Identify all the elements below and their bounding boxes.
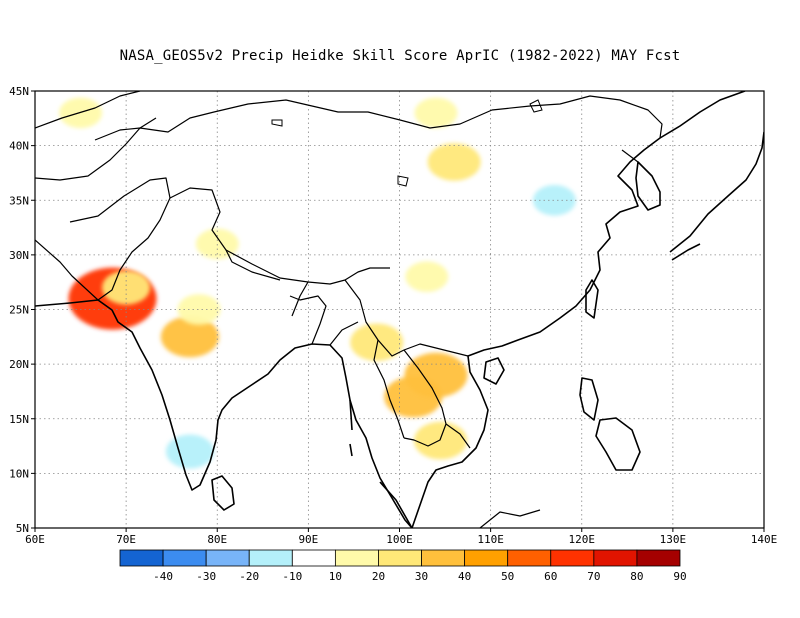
colorbar-swatch xyxy=(291,549,336,567)
lon-tick-label: 70E xyxy=(116,533,136,546)
skill-region-tibet xyxy=(271,208,310,236)
colorbar-label: 30 xyxy=(415,570,428,583)
lon-tick-label: 100E xyxy=(386,533,413,546)
colorbar-swatch xyxy=(162,549,207,567)
colorbar-label: 80 xyxy=(630,570,643,583)
lake-outlines xyxy=(271,99,543,187)
lon-tick-label: 120E xyxy=(569,533,596,546)
colorbar-swatch xyxy=(248,549,293,567)
lat-tick-label: 5N xyxy=(16,522,29,535)
country-borders xyxy=(35,91,663,528)
lat-tick-label: 10N xyxy=(9,467,29,480)
skill-region-afghanistan xyxy=(61,197,100,225)
skill-region-cambodia xyxy=(414,421,467,460)
colorbar-label: 10 xyxy=(329,570,342,583)
skill-region-western-rajasthan xyxy=(102,270,151,305)
lon-tick-label: 140E xyxy=(751,533,778,546)
coastlines xyxy=(35,91,764,528)
lat-tick-label: 20N xyxy=(9,358,29,371)
colorbar-swatch xyxy=(119,549,164,567)
colorbar-swatch xyxy=(593,549,638,567)
lat-tick-label: 35N xyxy=(9,194,29,207)
colorbar-swatch xyxy=(378,549,422,567)
skill-region-east-china-plain xyxy=(532,185,576,216)
skill-region-myanmar xyxy=(350,323,404,362)
colorbar-swatch xyxy=(507,549,552,567)
colorbar-label: 50 xyxy=(501,570,514,583)
colorbar-label: 60 xyxy=(544,570,557,583)
skill-region-south-china xyxy=(480,285,519,313)
colorbar-swatch xyxy=(636,549,681,567)
colorbar-swatch xyxy=(334,549,379,567)
colorbar-label: 20 xyxy=(372,570,385,583)
skill-region-mongolia-south xyxy=(414,97,458,129)
lon-tick-label: 90E xyxy=(298,533,318,546)
skill-score-shading xyxy=(59,97,576,469)
lon-tick-label: 130E xyxy=(660,533,687,546)
lat-tick-label: 45N xyxy=(9,85,29,98)
latitude-axis: 45N 40N 35N 30N 25N 20N 15N 10N 5N xyxy=(9,85,35,535)
lat-tick-label: 40N xyxy=(9,140,29,153)
skill-region-central-india xyxy=(160,316,219,358)
colorbar-label: -10 xyxy=(282,570,302,583)
lat-tick-label: 30N xyxy=(9,249,29,262)
lon-tick-label: 60E xyxy=(25,533,45,546)
colorbar-label: 70 xyxy=(587,570,600,583)
lat-tick-label: 15N xyxy=(9,413,29,426)
colorbar-label: 90 xyxy=(673,570,686,583)
skill-region-southern-india-patch xyxy=(165,434,214,469)
map-title: NASA_GEOS5v2 Precip Heidke Skill Score A… xyxy=(119,48,681,64)
colorbar-label: 40 xyxy=(458,570,471,583)
colorbar-swatch xyxy=(464,549,509,567)
skill-region-north-india xyxy=(177,294,221,325)
colorbar: -40 -30 -20 -10 10 20 30 40 50 60 70 80 90 xyxy=(119,549,687,583)
skill-region-sichuan xyxy=(405,261,449,293)
skill-region-yunnan xyxy=(453,306,492,334)
colorbar-swatch xyxy=(421,549,466,567)
colorbar-swatch xyxy=(550,549,595,567)
longitude-axis: 60E 70E 80E 90E 100E 110E 120E 130E 140E xyxy=(25,528,777,546)
colorbar-swatch xyxy=(205,549,250,567)
graticule xyxy=(35,91,764,528)
lon-tick-label: 110E xyxy=(477,533,504,546)
colorbar-label: -40 xyxy=(153,570,173,583)
lon-tick-label: 80E xyxy=(207,533,227,546)
map-panel xyxy=(34,90,765,529)
skill-region-loess-plateau xyxy=(427,143,481,181)
colorbar-label: -20 xyxy=(239,570,259,583)
lat-tick-label: 25N xyxy=(9,304,29,317)
colorbar-label: -30 xyxy=(196,570,216,583)
skill-region-laos xyxy=(404,352,468,398)
